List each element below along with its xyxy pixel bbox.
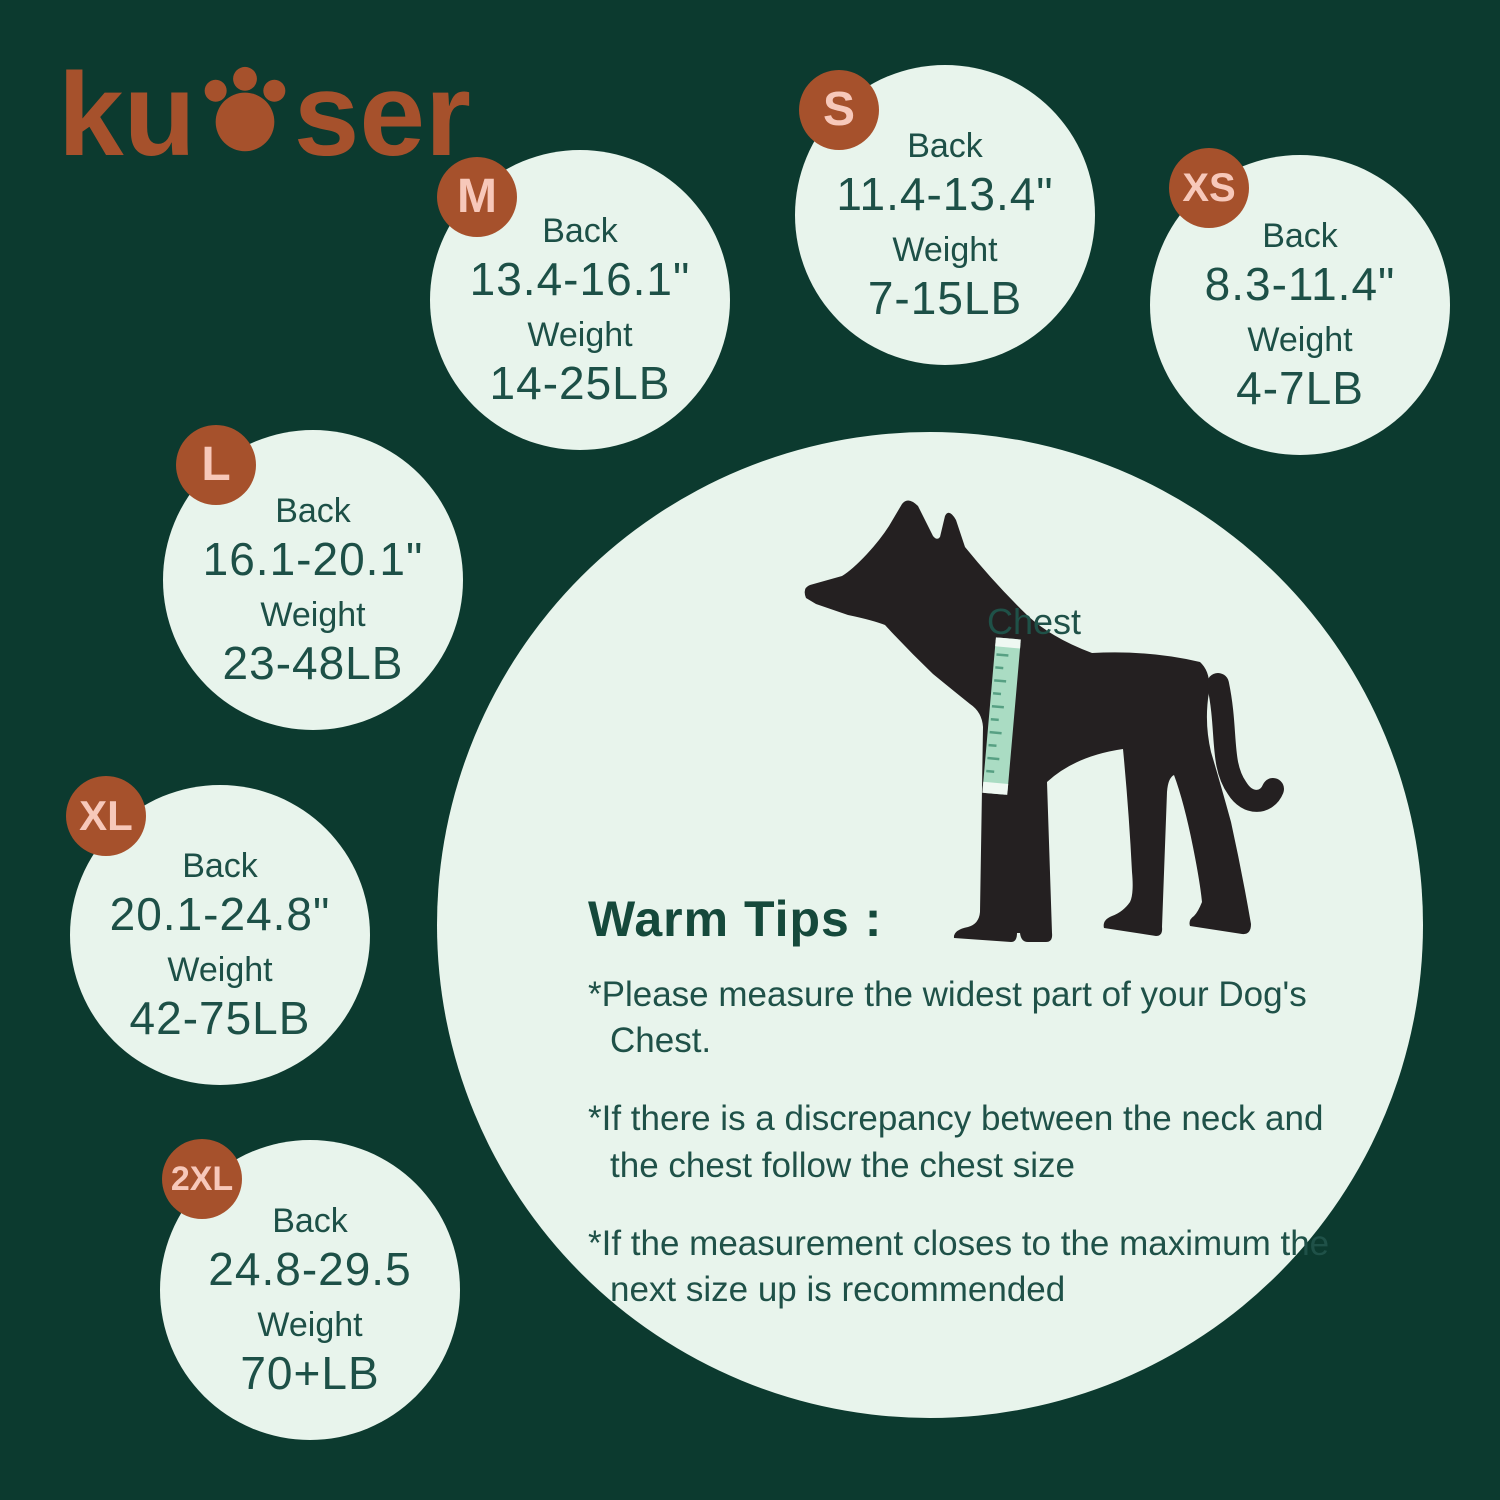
chest-label: Chest xyxy=(987,601,1082,642)
size-group-xs: Back 8.3-11.4" Weight 4-7LB XS xyxy=(1150,148,1450,455)
measuring-tape-icon xyxy=(982,637,1021,795)
size-badge: L xyxy=(176,425,256,505)
size-badge: S xyxy=(799,70,879,150)
back-label: Back xyxy=(182,847,258,885)
weight-value: 42-75LB xyxy=(129,992,311,1044)
back-label: Back xyxy=(1262,217,1338,255)
size-group-xl: Back 20.1-24.8" Weight 42-75LB XL xyxy=(66,776,370,1085)
weight-value: 14-25LB xyxy=(489,357,671,409)
back-value: 8.3-11.4" xyxy=(1204,258,1396,310)
size-badge: M xyxy=(437,157,517,237)
weight-value: 23-48LB xyxy=(222,637,404,689)
back-label: Back xyxy=(272,1202,348,1240)
paw-icon xyxy=(204,66,286,152)
weight-value: 7-15LB xyxy=(867,272,1023,324)
size-group-l: Back 16.1-20.1" Weight 23-48LB L xyxy=(163,425,463,730)
weight-label: Weight xyxy=(1247,321,1353,359)
back-value: 20.1-24.8" xyxy=(109,888,331,940)
size-group-s: Back 11.4-13.4" Weight 7-15LB S xyxy=(795,65,1095,365)
brand-logo: ku ser xyxy=(58,56,471,174)
size-badge: XL xyxy=(66,776,146,856)
weight-label: Weight xyxy=(527,316,633,354)
warm-tip: *If there is a discrepancy between the n… xyxy=(588,1099,1324,1185)
back-value: 13.4-16.1" xyxy=(469,253,691,305)
back-value: 16.1-20.1" xyxy=(202,533,424,585)
warm-tips: Warm Tips : *Please measure the widest p… xyxy=(588,894,1330,1345)
brand-logo-text-suffix: ser xyxy=(293,49,471,181)
weight-label: Weight xyxy=(892,231,998,269)
weight-label: Weight xyxy=(257,1306,363,1344)
back-label: Back xyxy=(542,212,618,250)
weight-value: 4-7LB xyxy=(1236,362,1364,414)
back-label: Back xyxy=(907,127,983,165)
weight-label: Weight xyxy=(260,596,366,634)
size-group-m: Back 13.4-16.1" Weight 14-25LB M xyxy=(430,150,730,450)
measurement-circle: Chest Warm Tips : *Please measure the wi… xyxy=(437,432,1423,1418)
warm-tip: *If the measurement closes to the maximu… xyxy=(588,1223,1330,1309)
back-value: 11.4-13.4" xyxy=(836,168,1054,220)
brand-logo-text-prefix: ku xyxy=(58,49,196,181)
size-badge: XS xyxy=(1169,148,1249,228)
weight-label: Weight xyxy=(167,951,273,989)
weight-value: 70+LB xyxy=(240,1347,380,1399)
warm-tip: *Please measure the widest part of your … xyxy=(588,975,1307,1061)
back-value: 24.8-29.5 xyxy=(208,1243,412,1295)
back-label: Back xyxy=(275,492,351,530)
dog-silhouette xyxy=(804,500,1284,942)
size-group-2xl: Back 24.8-29.5 Weight 70+LB 2XL xyxy=(160,1139,460,1440)
warm-tips-title: Warm Tips : xyxy=(588,891,883,947)
size-badge: 2XL xyxy=(162,1139,242,1219)
